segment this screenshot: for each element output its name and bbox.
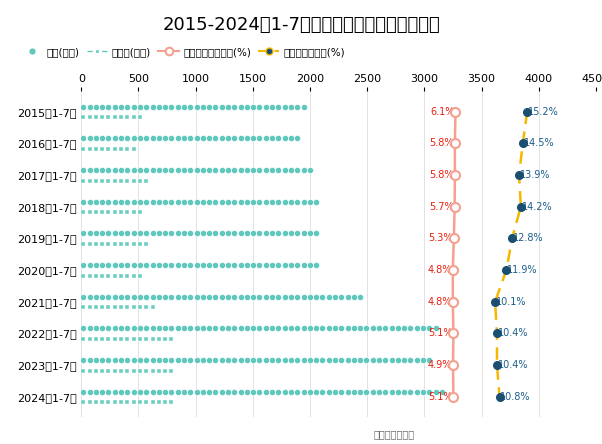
Text: 10.4%: 10.4% bbox=[498, 329, 528, 338]
Legend: 存货(亿元), 产成品(亿元), 存货占流动资产比(%), 存货占总资产比(%): 存货(亿元), 产成品(亿元), 存货占流动资产比(%), 存货占总资产比(%) bbox=[17, 43, 349, 61]
Text: 14.5%: 14.5% bbox=[524, 138, 554, 148]
Text: 5.1%: 5.1% bbox=[428, 392, 453, 402]
Text: 4.8%: 4.8% bbox=[428, 297, 452, 307]
Text: 11.9%: 11.9% bbox=[507, 265, 538, 275]
Text: 5.8%: 5.8% bbox=[430, 170, 454, 180]
Text: 6.1%: 6.1% bbox=[430, 107, 455, 117]
Text: 2015-2024年1-7月山西省工业企业存货统计图: 2015-2024年1-7月山西省工业企业存货统计图 bbox=[162, 16, 440, 34]
Text: 5.1%: 5.1% bbox=[428, 329, 453, 338]
Text: 13.9%: 13.9% bbox=[520, 170, 550, 180]
Text: 5.3%: 5.3% bbox=[429, 234, 453, 243]
Text: 4.8%: 4.8% bbox=[428, 265, 452, 275]
Text: 10.8%: 10.8% bbox=[500, 392, 531, 402]
Text: 10.1%: 10.1% bbox=[496, 297, 526, 307]
Text: 15.2%: 15.2% bbox=[528, 107, 559, 117]
Text: 14.2%: 14.2% bbox=[521, 202, 552, 212]
Text: 制图：智妆咋询: 制图：智妆咋询 bbox=[373, 428, 414, 439]
Text: 10.4%: 10.4% bbox=[498, 360, 528, 370]
Text: 4.9%: 4.9% bbox=[428, 360, 452, 370]
Text: 5.8%: 5.8% bbox=[430, 138, 454, 148]
Text: 12.8%: 12.8% bbox=[513, 234, 544, 243]
Text: 5.7%: 5.7% bbox=[429, 202, 454, 212]
